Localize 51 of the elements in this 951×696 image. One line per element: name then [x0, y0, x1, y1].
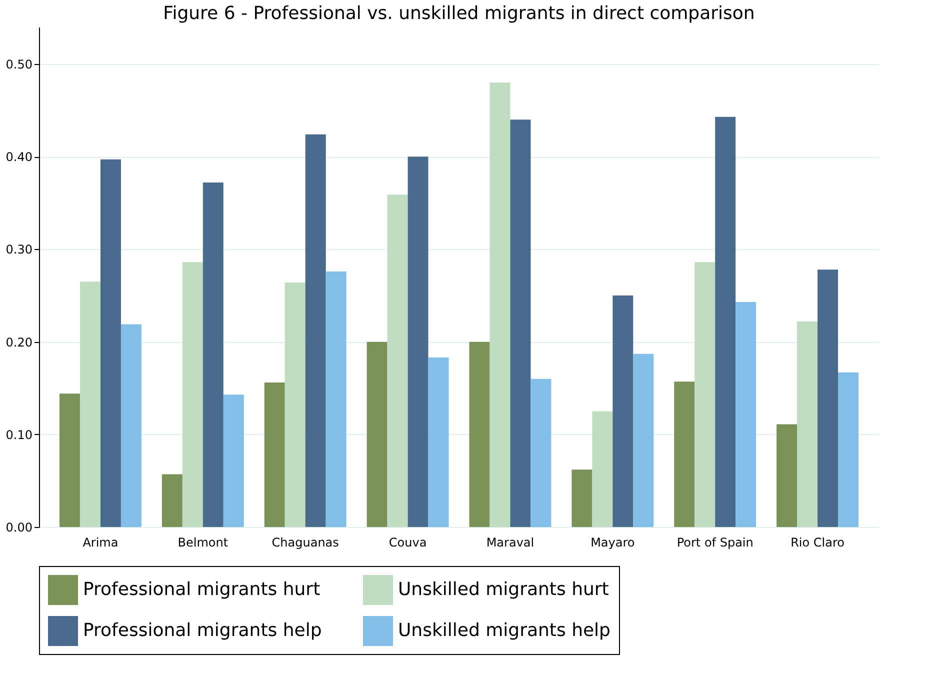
bar: [162, 474, 182, 527]
bar: [223, 394, 244, 527]
bar: [264, 382, 285, 527]
bar: [408, 156, 428, 527]
bar: [572, 470, 592, 527]
bar: [305, 134, 326, 527]
bar: [80, 282, 100, 527]
y-tick-label: 0.50: [6, 58, 32, 72]
bar: [715, 116, 736, 527]
x-tick-label: Arima: [82, 536, 118, 550]
legend-label: Professional migrants help: [83, 620, 322, 641]
bar: [366, 342, 388, 527]
y-tick-label: 0.20: [6, 335, 32, 350]
x-tick-label: Couva: [388, 536, 427, 550]
bar: [59, 394, 80, 527]
bar: [612, 296, 634, 527]
bar: [100, 159, 121, 527]
bar: [674, 382, 695, 527]
y-tick-label: 0.30: [6, 242, 32, 257]
x-tick-label: Maraval: [486, 536, 534, 550]
bar: [633, 354, 654, 527]
bar: [387, 194, 408, 527]
bar: [428, 358, 449, 527]
y-tick-label: 0.00: [6, 520, 32, 534]
y-tick-label: 0.10: [6, 428, 32, 442]
bar: [202, 182, 224, 527]
bar: [182, 262, 203, 527]
bar: [592, 411, 613, 527]
x-tick-label: Rio Claro: [790, 536, 844, 550]
x-tick-label: Mayaro: [590, 536, 635, 550]
x-tick-label: Belmont: [178, 536, 228, 550]
bar: [736, 302, 756, 527]
bar: [510, 120, 531, 527]
bar: [469, 342, 490, 527]
bar: [838, 372, 859, 527]
x-tick-label: Port of Spain: [676, 536, 754, 550]
bar: [284, 282, 306, 527]
legend-label: Professional migrants hurt: [83, 579, 320, 600]
bar: [120, 324, 142, 527]
bar: [694, 262, 716, 527]
bar: [776, 424, 798, 527]
bar: [530, 378, 552, 527]
x-tick-label: Chaguanas: [272, 536, 339, 550]
bar: [326, 271, 346, 527]
y-tick-label: 0.40: [6, 150, 32, 164]
legend-label: Unskilled migrants hurt: [398, 579, 609, 600]
chart-title: Figure 6 - Professional vs. unskilled migrants in direct comparison: [163, 3, 755, 24]
legend-label: Unskilled migrants help: [398, 620, 610, 641]
bar: [818, 270, 838, 527]
bar: [490, 82, 510, 527]
bar: [797, 321, 818, 527]
